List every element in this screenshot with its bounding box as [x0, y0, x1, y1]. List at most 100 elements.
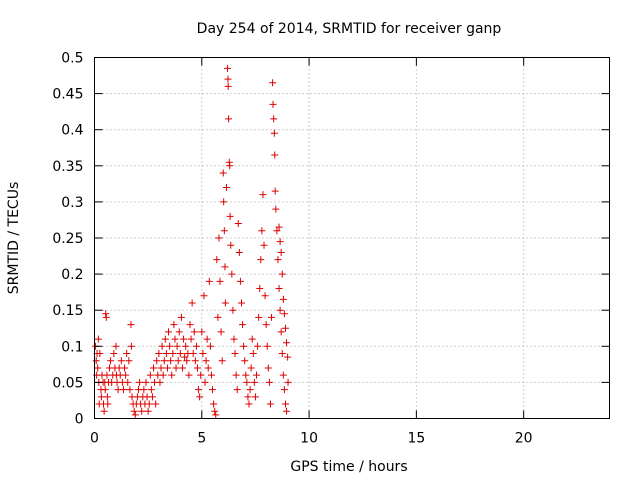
- data-point: [224, 82, 232, 90]
- grid-lines: [94, 57, 610, 419]
- data-point: [269, 79, 277, 87]
- chart-title: Day 254 of 2014, SRMTID for receiver gan…: [197, 21, 502, 37]
- data-point: [217, 328, 225, 336]
- data-point: [231, 350, 239, 358]
- x-tick-label: 10: [300, 431, 318, 447]
- data-point: [207, 371, 215, 379]
- data-point: [112, 342, 120, 350]
- data-point: [107, 357, 115, 365]
- data-point: [279, 295, 287, 303]
- x-tick-label: 15: [407, 431, 425, 447]
- data-point: [101, 386, 109, 394]
- data-point: [194, 364, 201, 372]
- data-point: [204, 364, 212, 372]
- data-point: [169, 350, 177, 358]
- data-point: [268, 313, 276, 321]
- data-point: [206, 342, 214, 350]
- data-point: [213, 256, 221, 264]
- data-point: [146, 371, 154, 379]
- data-point: [200, 292, 208, 300]
- data-point: [153, 357, 161, 365]
- y-tick-label: 0: [75, 412, 84, 428]
- data-point: [283, 407, 291, 415]
- data-point: [263, 342, 271, 350]
- data-point: [242, 371, 250, 379]
- axis-ticks: [94, 57, 610, 419]
- data-point: [219, 169, 227, 177]
- data-point: [233, 386, 241, 394]
- data-point: [144, 407, 152, 415]
- data-point: [283, 339, 291, 347]
- data-point: [177, 313, 185, 321]
- data-point: [271, 151, 279, 159]
- data-point: [272, 205, 280, 213]
- data-point: [130, 407, 138, 415]
- data-point: [212, 411, 220, 419]
- data-point: [176, 350, 184, 358]
- data-point: [174, 357, 182, 365]
- data-point: [197, 371, 205, 379]
- data-point: [259, 191, 267, 199]
- data-point: [186, 321, 194, 329]
- y-tick-labels: 0 0.05 0.1 0.15 0.2 0.25 0.3 0.35 0.4 0.45 0.5: [52, 51, 83, 428]
- data-point: [284, 353, 292, 361]
- data-point: [203, 335, 211, 343]
- data-point: [225, 115, 233, 123]
- data-point: [278, 350, 286, 358]
- data-point: [256, 285, 264, 293]
- data-point: [158, 342, 166, 350]
- data-point: [124, 378, 132, 386]
- data-point: [131, 411, 139, 419]
- y-tick-label: 0.1: [61, 339, 83, 355]
- data-point: [195, 386, 203, 394]
- data-point: [227, 241, 235, 249]
- x-tick-label: 5: [197, 431, 206, 447]
- data-point: [265, 378, 273, 386]
- data-point: [189, 350, 197, 358]
- data-point: [281, 324, 289, 332]
- data-point: [97, 393, 105, 401]
- data-point: [244, 393, 252, 401]
- data-point: [123, 350, 131, 358]
- data-point: [165, 328, 173, 336]
- data-point: [239, 321, 247, 329]
- y-tick-label: 0.05: [52, 375, 83, 391]
- data-point: [274, 256, 282, 264]
- data-point: [94, 364, 102, 372]
- data-point: [157, 364, 165, 372]
- x-tick-labels: 0 5 10 15 20: [90, 431, 533, 447]
- data-point: [258, 227, 266, 235]
- data-point: [209, 386, 217, 394]
- data-point: [260, 241, 268, 249]
- data-point: [222, 183, 230, 191]
- y-tick-label: 0.5: [61, 51, 83, 67]
- data-point: [220, 227, 228, 235]
- data-point: [264, 364, 272, 372]
- x-tick-label: 0: [90, 431, 99, 447]
- data-point: [273, 227, 281, 235]
- data-point: [224, 64, 232, 72]
- data-point: [136, 378, 144, 386]
- y-tick-label: 0.25: [52, 231, 83, 247]
- data-point: [202, 357, 210, 365]
- data-point: [250, 378, 258, 386]
- x-axis-label: GPS time / hours: [290, 459, 407, 475]
- data-point: [228, 270, 236, 278]
- data-point: [218, 357, 226, 365]
- data-point: [180, 335, 188, 343]
- data-point: [257, 256, 265, 264]
- data-point: [103, 393, 111, 401]
- data-point: [155, 350, 163, 358]
- data-point: [201, 378, 209, 386]
- data-point: [277, 248, 285, 256]
- data-point: [277, 328, 285, 336]
- y-tick-label: 0.2: [61, 267, 83, 283]
- y-tick-label: 0.35: [52, 159, 83, 175]
- data-point: [96, 350, 104, 358]
- data-point: [255, 313, 263, 321]
- data-point: [167, 357, 175, 365]
- data-point: [178, 364, 186, 372]
- data-point: [243, 378, 251, 386]
- data-point: [100, 407, 108, 415]
